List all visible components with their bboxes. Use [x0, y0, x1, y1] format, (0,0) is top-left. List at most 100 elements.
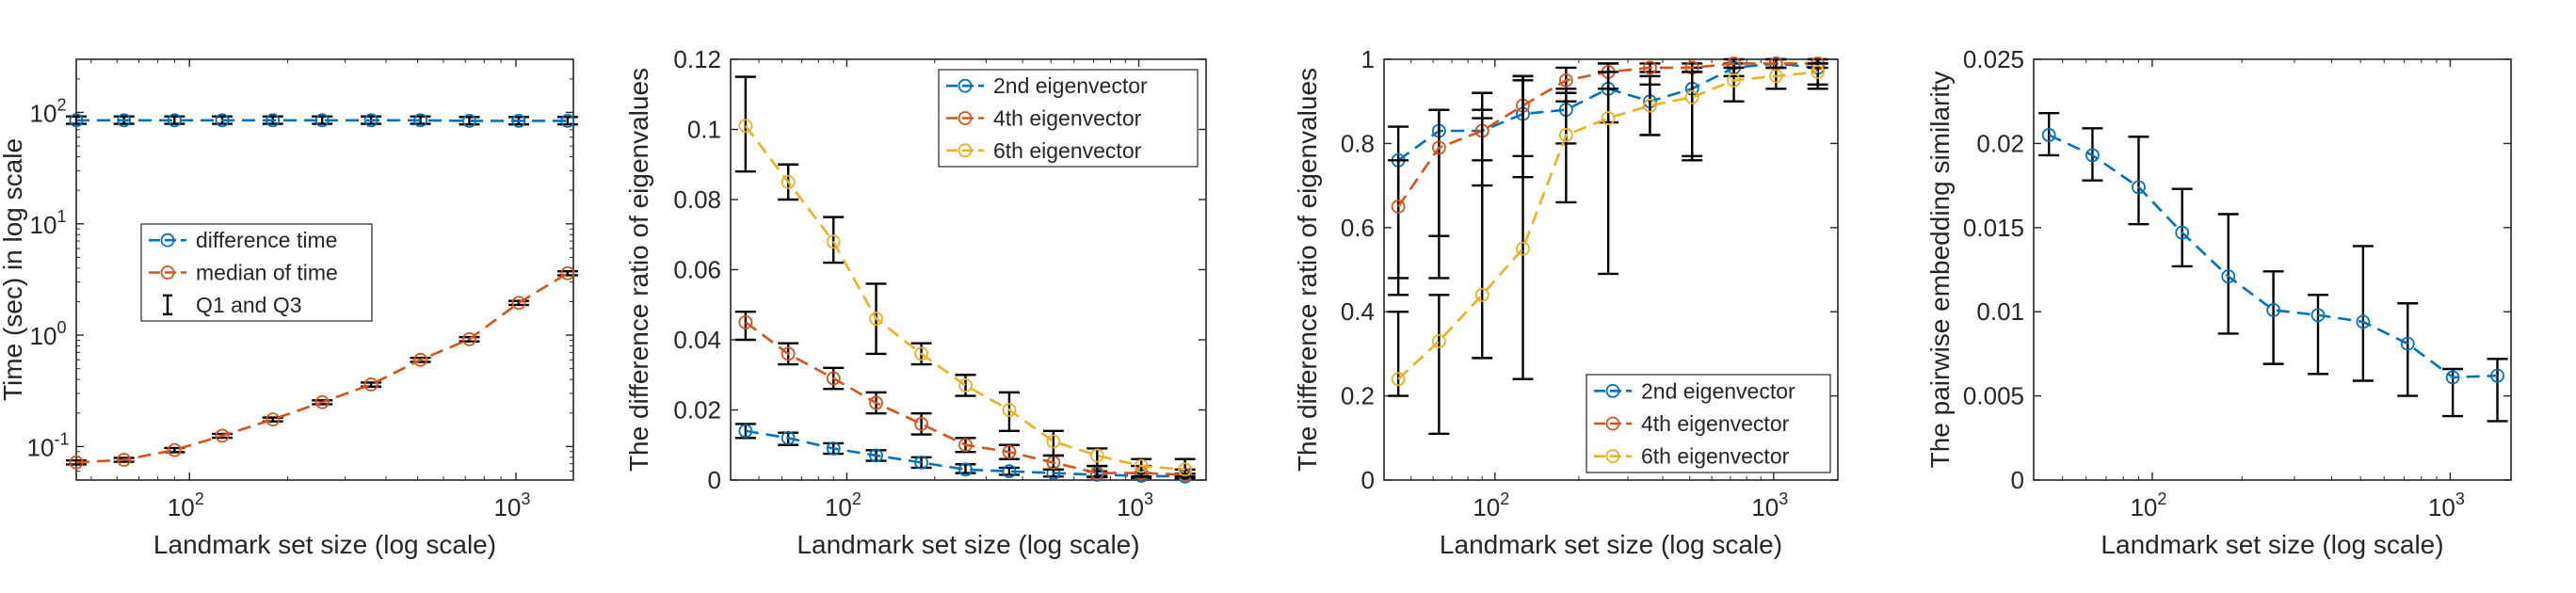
- legend-marker: [958, 143, 973, 158]
- series-6th-eigenvector: [734, 75, 1196, 478]
- y-axis-label: The difference ratio of eigenvalues: [1293, 68, 1322, 472]
- legend-item: difference time: [149, 228, 337, 252]
- data-point: [738, 119, 753, 134]
- error-bar: [1555, 91, 1577, 204]
- error-bar: [556, 116, 578, 126]
- y-tick-label: 0.025: [1963, 45, 2024, 73]
- error-bar: [1428, 108, 1450, 237]
- legend-item: 2nd eigenvector: [946, 73, 1148, 98]
- data-point: [167, 442, 182, 457]
- legend-item: 4th eigenvector: [946, 106, 1142, 131]
- data-point: [266, 412, 281, 427]
- error-bar: [2352, 245, 2374, 382]
- y-tick-label: 0.8: [1341, 129, 1375, 157]
- x-tick-label: 103: [2428, 489, 2465, 521]
- data-point: [363, 377, 378, 392]
- data-point: [2356, 314, 2371, 329]
- legend-marker: [1605, 416, 1620, 431]
- legend-label: median of time: [196, 261, 338, 285]
- error-bar: [998, 391, 1020, 433]
- data-point: [511, 296, 526, 311]
- y-tick-label: 0.06: [673, 256, 721, 284]
- data-point: [1768, 69, 1783, 84]
- data-point: [167, 113, 182, 128]
- data-point: [1134, 458, 1149, 473]
- error-bar: [2262, 270, 2284, 365]
- y-tick-label: 0: [708, 466, 721, 494]
- y-tick-label-base: 10: [30, 99, 57, 127]
- data-point: [2221, 269, 2236, 284]
- series-line: [75, 272, 569, 464]
- data-point: [2400, 336, 2415, 351]
- data-point: [266, 113, 281, 128]
- x-tick-label: 102: [825, 489, 861, 521]
- error-bar: [734, 75, 756, 173]
- data-point: [1431, 334, 1446, 348]
- x-tick-label-exp: 3: [1144, 489, 1153, 508]
- y-tick-label-base: 10: [30, 322, 57, 350]
- y-tick-label: 0.6: [1341, 214, 1375, 242]
- data-point: [2490, 368, 2504, 383]
- error-bar: [1807, 62, 1828, 90]
- error-bar: [2307, 294, 2328, 376]
- x-tick-label: 103: [1117, 489, 1153, 521]
- series-median-of-time: [66, 265, 578, 470]
- data-point: [738, 424, 753, 439]
- legend-label: 4th eigenvector: [993, 106, 1142, 131]
- data-point: [1046, 434, 1061, 449]
- x-tick-label: 102: [2130, 489, 2166, 521]
- error-bar: [1388, 311, 1409, 397]
- x-tick-label-base: 10: [493, 493, 521, 521]
- error-bar: [998, 466, 1020, 476]
- error-bar: [459, 116, 480, 126]
- plot-area: [1383, 58, 1839, 481]
- series-pairwise-embedding-similarity: [2038, 112, 2508, 423]
- error-bar: [1428, 294, 1450, 436]
- error-bar: [2171, 187, 2193, 268]
- data-point: [117, 453, 132, 467]
- legend-label: 2nd eigenvector: [993, 73, 1148, 98]
- data-point: [1089, 448, 1104, 463]
- data-point: [462, 331, 476, 346]
- data-point: [413, 352, 427, 367]
- legend-label: difference time: [196, 228, 337, 252]
- data-point: [869, 395, 883, 410]
- legend-marker: [160, 265, 175, 280]
- data-point: [462, 114, 476, 128]
- error-bar: [2487, 358, 2508, 423]
- y-tick-label: 101: [30, 207, 67, 239]
- y-axis-label: The difference ratio of eigenvalues: [624, 68, 653, 472]
- error-bar: [1598, 71, 1619, 276]
- data-point: [826, 371, 841, 386]
- data-point: [1002, 464, 1017, 479]
- legend-marker: [958, 111, 973, 125]
- error-bar: [66, 458, 87, 466]
- y-tick-label: 0.02: [673, 396, 721, 425]
- legend-box: [140, 223, 373, 322]
- data-point: [2175, 225, 2190, 240]
- data-point: [1684, 89, 1699, 104]
- error-bar: [1512, 74, 1534, 380]
- y-tick-label: 0.4: [1341, 297, 1375, 326]
- y-tick-label: 102: [30, 95, 67, 127]
- series-line: [2048, 134, 2498, 379]
- y-tick-label: 0.1: [687, 116, 721, 144]
- y-tick-label-exp: 0: [56, 318, 66, 337]
- y-tick-label-exp: -1: [54, 429, 69, 448]
- y-axis-label: The pairwise embedding similarity: [1925, 72, 1955, 469]
- legend-label: 6th eigenvector: [993, 138, 1142, 163]
- data-point: [958, 378, 973, 393]
- data-point: [560, 265, 575, 280]
- x-tick-label: 103: [493, 489, 530, 521]
- x-tick-label-base: 10: [2428, 493, 2455, 521]
- plot-area: [2033, 58, 2512, 481]
- error-bar: [1131, 457, 1152, 478]
- x-tick-label-base: 10: [825, 493, 852, 521]
- data-point: [826, 441, 841, 456]
- x-tick-label: 102: [168, 489, 204, 521]
- y-tick-label: 10-1: [27, 429, 70, 461]
- data-point: [1178, 462, 1193, 477]
- legend-item: 2nd eigenvector: [1594, 378, 1795, 403]
- error-bar: [1723, 66, 1745, 103]
